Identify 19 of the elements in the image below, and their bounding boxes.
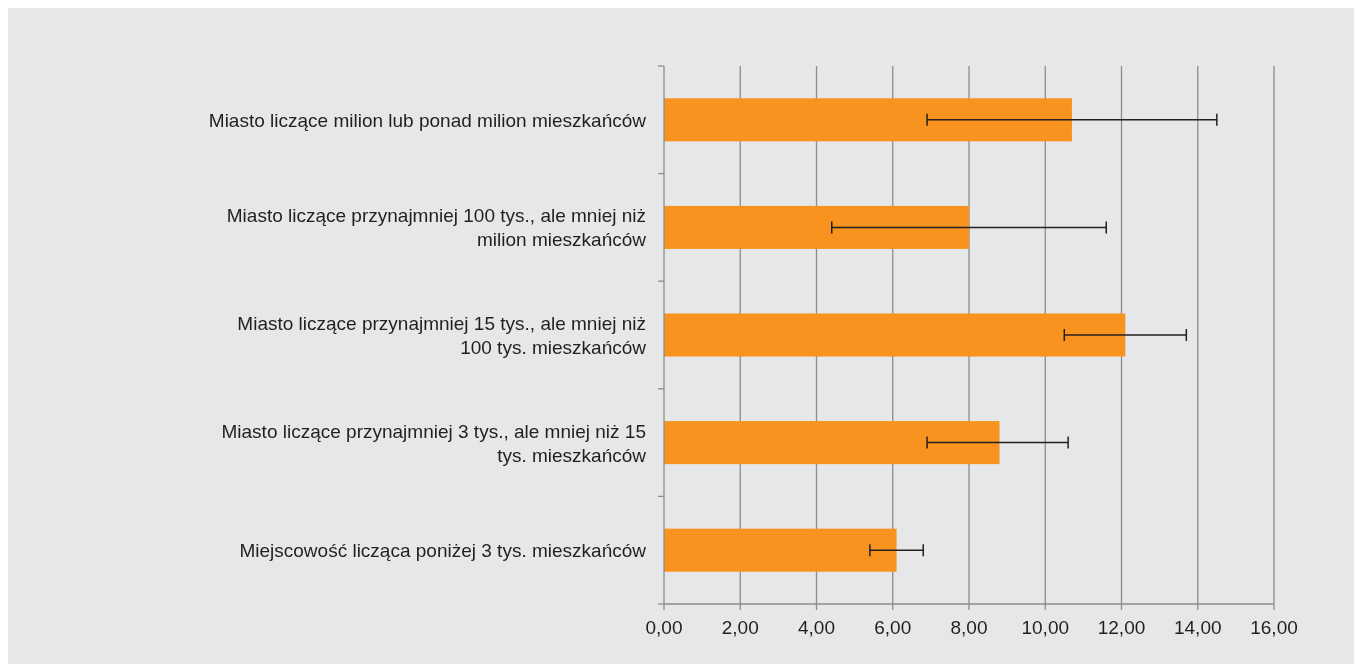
y-tick-label: Miasto liczące przynajmniej 3 tys., ale mniej niż 15 tys. mieszkańców [221,420,647,466]
x-tick-label: 8,00 [950,617,988,638]
x-tick-label: 10,00 [1021,617,1070,638]
bar [664,205,969,249]
x-tick-label: 2,00 [721,617,759,638]
bar [664,313,1126,357]
bar [664,421,1000,465]
x-tick-label: 6,00 [874,617,912,638]
x-tick-label: 12,00 [1097,617,1146,638]
y-tick-label: Miejscowość licząca poniżej 3 tys. mieszkańców [239,540,647,562]
x-tick-label: 16,00 [1250,617,1298,638]
x-tick-label: 4,00 [798,617,835,638]
y-tick-label: Miasto liczące przynajmniej 100 tys., ale mniej niż milion mieszkańców [226,205,647,251]
y-tick-label: Miasto liczące milion lub ponad milion mieszkańców [208,109,647,131]
bar [664,528,897,572]
x-tick-label: 0,00 [645,617,683,638]
y-tick-label: Miasto liczące przynajmniej 15 tys., ale mniej niż 100 tys. mieszkańców [237,313,647,358]
x-tick-label: 14,00 [1173,617,1222,638]
bar [664,98,1072,142]
